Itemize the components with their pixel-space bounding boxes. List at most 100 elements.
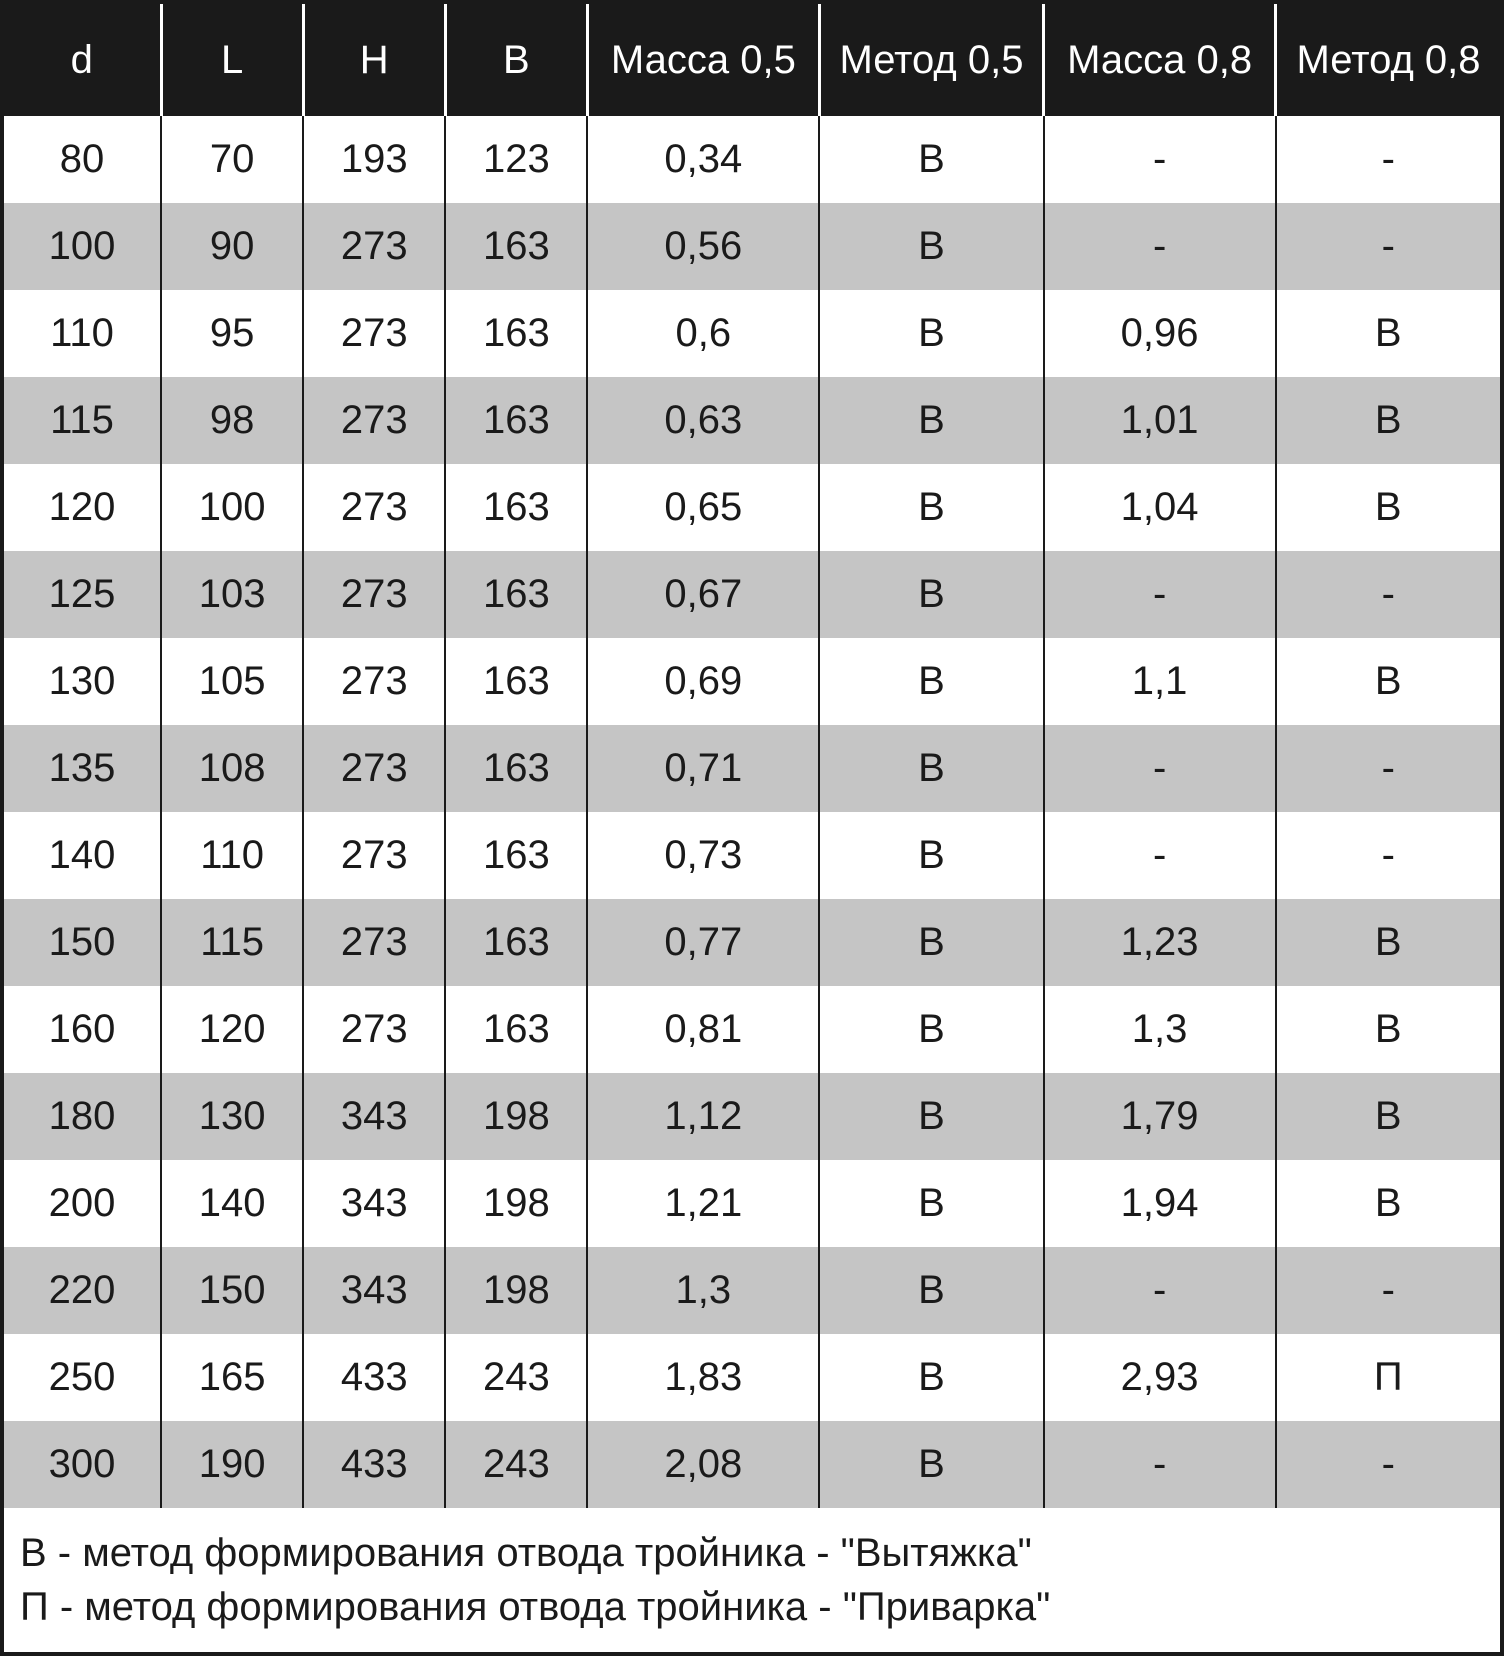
cell-mass08: - <box>1044 1247 1276 1334</box>
cell-meth05: В <box>819 725 1043 812</box>
cell-B: 163 <box>445 377 587 464</box>
cell-B: 198 <box>445 1160 587 1247</box>
cell-d: 100 <box>4 203 161 290</box>
cell-H: 343 <box>303 1073 445 1160</box>
cell-B: 163 <box>445 464 587 551</box>
col-meth05: Метод 0,5 <box>819 4 1043 116</box>
cell-meth05: В <box>819 1073 1043 1160</box>
table-row: 2201503431981,3В-- <box>4 1247 1500 1334</box>
cell-B: 163 <box>445 986 587 1073</box>
cell-H: 433 <box>303 1421 445 1508</box>
table-row: 3001904332432,08В-- <box>4 1421 1500 1508</box>
table-legend: В - метод формирования отвода тройника -… <box>4 1508 1500 1652</box>
table-row: 1201002731630,65В1,04В <box>4 464 1500 551</box>
cell-B: 163 <box>445 203 587 290</box>
cell-d: 150 <box>4 899 161 986</box>
cell-meth05: В <box>819 377 1043 464</box>
cell-meth05: В <box>819 899 1043 986</box>
cell-mass05: 0,71 <box>587 725 819 812</box>
cell-B: 163 <box>445 290 587 377</box>
cell-meth08: В <box>1276 377 1500 464</box>
cell-d: 115 <box>4 377 161 464</box>
cell-H: 273 <box>303 638 445 725</box>
cell-mass08: 1,94 <box>1044 1160 1276 1247</box>
cell-d: 125 <box>4 551 161 638</box>
table-row: 1601202731630,81В1,3В <box>4 986 1500 1073</box>
spec-table-container: d L H B Масса 0,5 Метод 0,5 Масса 0,8 Ме… <box>0 0 1504 1656</box>
cell-H: 273 <box>303 464 445 551</box>
cell-mass08: - <box>1044 551 1276 638</box>
table-row: 110952731630,6В0,96В <box>4 290 1500 377</box>
cell-H: 273 <box>303 986 445 1073</box>
cell-B: 123 <box>445 116 587 203</box>
cell-mass05: 0,67 <box>587 551 819 638</box>
cell-L: 100 <box>161 464 303 551</box>
cell-meth08: П <box>1276 1334 1500 1421</box>
cell-H: 433 <box>303 1334 445 1421</box>
table-row: 100902731630,56В-- <box>4 203 1500 290</box>
cell-L: 105 <box>161 638 303 725</box>
table-row: 1251032731630,67В-- <box>4 551 1500 638</box>
col-d: d <box>4 4 161 116</box>
cell-H: 273 <box>303 377 445 464</box>
cell-H: 273 <box>303 203 445 290</box>
cell-mass05: 0,6 <box>587 290 819 377</box>
spec-table: d L H B Масса 0,5 Метод 0,5 Масса 0,8 Ме… <box>4 4 1500 1508</box>
cell-L: 120 <box>161 986 303 1073</box>
cell-mass08: - <box>1044 116 1276 203</box>
cell-meth08: В <box>1276 899 1500 986</box>
cell-mass05: 0,81 <box>587 986 819 1073</box>
cell-meth08: - <box>1276 1247 1500 1334</box>
cell-mass08: 1,79 <box>1044 1073 1276 1160</box>
table-row: 80701931230,34В-- <box>4 116 1500 203</box>
table-row: 1351082731630,71В-- <box>4 725 1500 812</box>
cell-meth05: В <box>819 812 1043 899</box>
cell-L: 115 <box>161 899 303 986</box>
col-meth08: Метод 0,8 <box>1276 4 1500 116</box>
cell-B: 163 <box>445 551 587 638</box>
cell-meth08: - <box>1276 203 1500 290</box>
cell-B: 243 <box>445 1421 587 1508</box>
cell-mass08: - <box>1044 1421 1276 1508</box>
cell-d: 120 <box>4 464 161 551</box>
cell-meth08: В <box>1276 1073 1500 1160</box>
table-header: d L H B Масса 0,5 Метод 0,5 Масса 0,8 Ме… <box>4 4 1500 116</box>
cell-H: 193 <box>303 116 445 203</box>
table-body: 80701931230,34В--100902731630,56В--11095… <box>4 116 1500 1508</box>
cell-H: 273 <box>303 725 445 812</box>
cell-mass05: 0,34 <box>587 116 819 203</box>
cell-L: 103 <box>161 551 303 638</box>
cell-L: 165 <box>161 1334 303 1421</box>
cell-meth05: В <box>819 638 1043 725</box>
table-row: 1401102731630,73В-- <box>4 812 1500 899</box>
table-row: 115982731630,63В1,01В <box>4 377 1500 464</box>
cell-d: 220 <box>4 1247 161 1334</box>
cell-H: 273 <box>303 290 445 377</box>
cell-H: 343 <box>303 1160 445 1247</box>
cell-mass08: - <box>1044 812 1276 899</box>
cell-B: 243 <box>445 1334 587 1421</box>
cell-H: 273 <box>303 899 445 986</box>
col-mass08: Масса 0,8 <box>1044 4 1276 116</box>
cell-d: 130 <box>4 638 161 725</box>
cell-meth08: - <box>1276 725 1500 812</box>
cell-mass05: 0,56 <box>587 203 819 290</box>
cell-mass05: 0,65 <box>587 464 819 551</box>
cell-B: 198 <box>445 1073 587 1160</box>
cell-L: 98 <box>161 377 303 464</box>
cell-meth08: - <box>1276 116 1500 203</box>
legend-line-1: В - метод формирования отвода тройника -… <box>20 1526 1484 1580</box>
cell-meth05: В <box>819 1421 1043 1508</box>
cell-d: 160 <box>4 986 161 1073</box>
cell-mass08: 2,93 <box>1044 1334 1276 1421</box>
cell-d: 110 <box>4 290 161 377</box>
table-row: 2001403431981,21В1,94В <box>4 1160 1500 1247</box>
cell-B: 198 <box>445 1247 587 1334</box>
cell-d: 80 <box>4 116 161 203</box>
cell-H: 343 <box>303 1247 445 1334</box>
cell-L: 150 <box>161 1247 303 1334</box>
cell-mass08: 1,23 <box>1044 899 1276 986</box>
cell-meth08: В <box>1276 986 1500 1073</box>
cell-meth05: В <box>819 116 1043 203</box>
col-B: B <box>445 4 587 116</box>
